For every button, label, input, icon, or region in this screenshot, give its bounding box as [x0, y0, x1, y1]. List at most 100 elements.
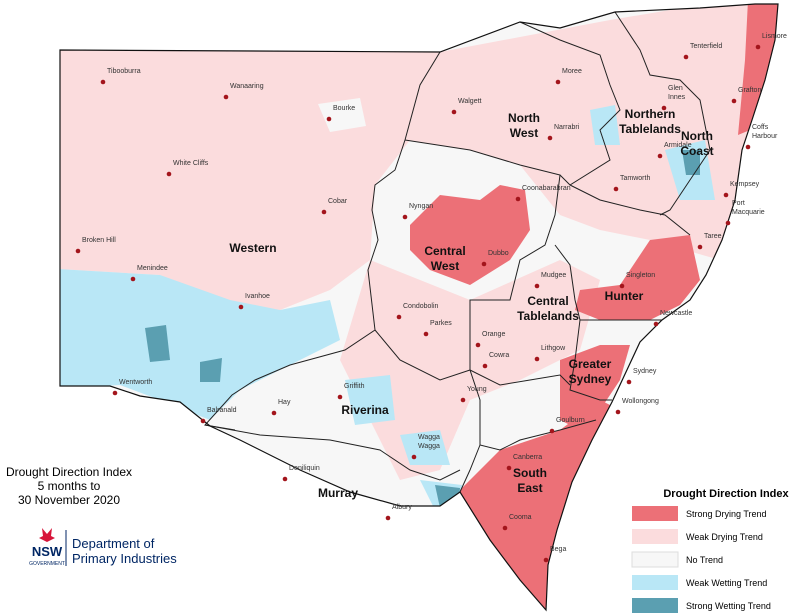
- region-label: Western: [229, 241, 276, 255]
- legend-title: Drought Direction Index: [663, 488, 789, 500]
- region-label: North: [508, 111, 540, 125]
- town-dot: [534, 283, 540, 289]
- town-label: Port: [732, 200, 745, 207]
- region-label: North: [681, 129, 713, 143]
- town-label: Dubbo: [488, 250, 509, 257]
- town-dot: [723, 192, 729, 198]
- town-dot: [653, 321, 659, 327]
- region-label: Hunter: [605, 289, 644, 303]
- town-label: Glen: [668, 85, 683, 92]
- logo-sub: GOVERNMENT: [29, 561, 65, 567]
- town-label: Coonabarabran: [522, 185, 571, 192]
- town-dot: [506, 465, 512, 471]
- town-dot: [619, 283, 625, 289]
- town-dot: [555, 79, 561, 85]
- town-dot: [238, 304, 244, 310]
- town-label: Menindee: [137, 265, 168, 272]
- region-boundary: [204, 424, 461, 481]
- town-label: Sydney: [633, 368, 657, 375]
- region-boundary: [614, 11, 711, 216]
- region-label: Coast: [680, 144, 713, 158]
- town-label: Tenterfield: [690, 43, 722, 50]
- town-dot: [613, 186, 619, 192]
- town-dot: [481, 261, 487, 267]
- legend-label: Strong Wetting Trend: [686, 601, 771, 611]
- town-label: White Cliffs: [173, 160, 209, 167]
- town-dot: [755, 44, 761, 50]
- region-label: Murray: [318, 486, 358, 500]
- town-dot: [321, 209, 327, 215]
- town-label: Griffith: [344, 383, 365, 390]
- legend-label: Weak Wetting Trend: [686, 578, 767, 588]
- trend-area: [60, 268, 340, 420]
- trend-area: [318, 98, 366, 132]
- town-dot: [657, 153, 663, 159]
- region-label: Northern: [625, 107, 676, 121]
- town-dot: [534, 356, 540, 362]
- town-label: Cobar: [328, 198, 348, 205]
- region-label: Tablelands: [517, 309, 579, 323]
- town-label: Grafton: [738, 87, 761, 94]
- map-title: Drought Direction Index: [6, 465, 132, 479]
- town-dot: [166, 171, 172, 177]
- town-dot: [626, 379, 632, 385]
- town-label: Nyngan: [409, 203, 433, 210]
- town-dot: [482, 363, 488, 369]
- trend-area: [682, 150, 700, 175]
- legend-swatch: [632, 529, 678, 544]
- town-label: Harbour: [752, 133, 778, 140]
- region-boundary: [569, 184, 691, 236]
- trend-area: [145, 325, 170, 362]
- region-boundary: [374, 139, 561, 381]
- region-boundary: [469, 369, 597, 451]
- legend-label: Weak Drying Trend: [686, 532, 763, 542]
- town-label: Wollongong: [622, 398, 659, 405]
- region-boundary: [459, 444, 481, 493]
- town-label: Bourke: [333, 105, 355, 112]
- trend-area: [200, 358, 222, 382]
- logo-name: Department of: [72, 536, 155, 551]
- town-dot: [326, 116, 332, 122]
- town-label: Walgett: [458, 98, 482, 105]
- town-dot: [725, 220, 731, 226]
- town-label: Albury: [392, 504, 412, 511]
- town-dot: [402, 214, 408, 220]
- town-dot: [396, 314, 402, 320]
- trend-areas: [60, 4, 778, 610]
- town-dot: [745, 144, 751, 150]
- region-label: South: [513, 466, 547, 480]
- town-label: Mudgee: [541, 272, 566, 279]
- region-label: Greater: [569, 357, 612, 371]
- town-label: Macquarie: [732, 209, 765, 216]
- region-label: Central: [527, 294, 568, 308]
- town-label: Tibooburra: [107, 68, 141, 75]
- town-dot: [200, 418, 206, 424]
- town-label: Balranald: [207, 407, 237, 414]
- town-dot: [731, 98, 737, 104]
- town-label: Wagga: [418, 443, 440, 450]
- town-dot: [661, 105, 667, 111]
- town-dot: [100, 79, 106, 85]
- town-dot: [223, 94, 229, 100]
- logo-waratah: [39, 528, 55, 542]
- town-dot: [385, 515, 391, 521]
- town-dot: [543, 557, 549, 563]
- region-label: West: [431, 259, 459, 273]
- region-boundary: [519, 21, 621, 186]
- town-label: Broken Hill: [82, 237, 116, 244]
- town-label: Innes: [668, 94, 686, 101]
- legend-swatch: [632, 575, 678, 590]
- town-label: Condobolin: [403, 303, 439, 310]
- town-dot: [460, 397, 466, 403]
- legend-label: No Trend: [686, 555, 723, 565]
- town-label: Canberra: [513, 454, 542, 461]
- state-outline: [59, 3, 779, 612]
- town-dot: [423, 331, 429, 337]
- region-label: Tablelands: [619, 122, 681, 136]
- town-label: Wentworth: [119, 379, 152, 386]
- town-label: Coffs: [752, 124, 769, 131]
- town-dot: [475, 342, 481, 348]
- town-label: Armidale: [664, 142, 692, 149]
- town-label: Wanaaring: [230, 83, 264, 90]
